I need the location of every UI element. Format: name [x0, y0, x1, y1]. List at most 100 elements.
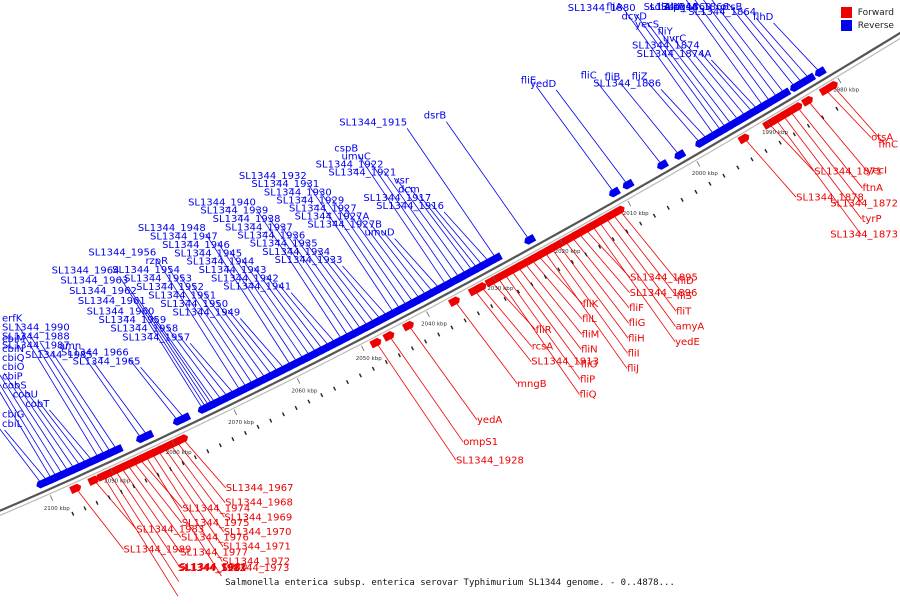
reverse-gene-label: cobU	[13, 390, 38, 401]
reverse-gene-label: SL1344_1947	[150, 231, 218, 242]
forward-gene-leader	[454, 300, 518, 385]
reverse-gene-label: cobS	[2, 381, 26, 392]
minor-tick	[307, 399, 311, 404]
reverse-gene-leader	[215, 301, 273, 376]
minor-tick	[764, 148, 768, 154]
reverse-gene-leader	[356, 214, 421, 300]
scale-tick-label: 1980 kbp	[833, 88, 859, 94]
reverse-gene-leader	[620, 82, 680, 156]
reverse-gene-label: SL1344_1949	[172, 307, 240, 318]
minor-tick	[384, 359, 388, 365]
reverse-gene-leader	[205, 233, 292, 367]
reverse-gene-label: cbiP	[2, 371, 23, 382]
reverse-gene-leader	[342, 265, 388, 317]
reverse-gene-leader	[711, 0, 785, 94]
minor-tick	[206, 449, 210, 454]
forward-gene-leader	[375, 342, 457, 461]
forward-gene-leader	[182, 438, 227, 489]
minor-tick	[736, 165, 740, 170]
reverse-gene-label: SL1344_1953	[124, 273, 192, 284]
forward-gene-label: SL1344_1982	[178, 563, 246, 574]
reverse-gene-leader	[37, 400, 87, 464]
scale-tick	[559, 239, 564, 245]
forward-gene-label: fliL	[582, 314, 597, 325]
reverse-gene-leader	[155, 258, 241, 392]
reverse-gene-arrow	[657, 159, 670, 170]
forward-gene-label: fliP	[580, 375, 595, 386]
scale-tick	[696, 161, 701, 167]
minor-tick	[333, 386, 337, 391]
minor-tick	[821, 115, 825, 120]
reverse-gene-leader	[755, 17, 810, 80]
reverse-gene-label: SL1344_1965	[73, 356, 141, 367]
reverse-gene-leader	[253, 267, 317, 354]
reverse-gene-label: fliE	[521, 75, 536, 86]
reverse-gene-label: sdiA	[649, 2, 670, 13]
reverse-gene-label: cbiN	[2, 344, 24, 355]
forward-gene-label: SL1344_1974	[182, 503, 250, 514]
reverse-gene-leader	[51, 351, 118, 451]
reverse-gene-leader	[596, 81, 663, 166]
minor-tick	[598, 244, 602, 249]
reverse-gene-label: fliB	[604, 72, 620, 83]
minor-tick	[345, 379, 349, 385]
minor-tick	[694, 189, 698, 194]
reverse-gene-leader	[239, 318, 285, 370]
reverse-gene-arrow	[524, 233, 537, 245]
minor-tick	[218, 443, 222, 448]
reverse-gene-leader	[145, 306, 213, 405]
reverse-gene-label: SL1344_1874	[632, 41, 700, 52]
reverse-gene-leader	[318, 189, 401, 310]
scale-tick-label: 1990 kbp	[762, 130, 788, 136]
reverse-gene-label: SL1344_1940	[188, 197, 256, 208]
reverse-gene-label: fliC	[581, 71, 597, 82]
minor-tick	[269, 418, 273, 423]
genome-backbone	[0, 31, 900, 517]
reverse-gene-leader	[290, 292, 336, 344]
reverse-gene-leader	[658, 30, 732, 126]
forward-gene-leader	[474, 290, 532, 362]
forward-gene-label: otsA	[871, 133, 893, 144]
forward-gene-label: fliG	[629, 318, 646, 329]
forward-gene-leader	[510, 270, 581, 365]
reverse-gene-leader	[154, 317, 216, 404]
reverse-gene-label: SL1344_1960	[87, 306, 155, 317]
reverse-gene-label: SL1344_1886	[593, 78, 661, 89]
scale-tick	[233, 409, 238, 416]
reverse-gene-leader	[136, 296, 210, 407]
scale-tick	[296, 378, 301, 384]
scale-tick	[492, 275, 496, 282]
minor-tick	[680, 197, 684, 202]
minor-tick	[708, 181, 712, 186]
reverse-gene-label: SL1344_1931	[251, 179, 319, 190]
reverse-gene-leader	[304, 241, 369, 327]
forward-gene-leader	[524, 262, 582, 335]
reverse-gene-label: SL1344_1961	[78, 296, 146, 307]
gene-arrows	[36, 66, 838, 495]
reverse-gene-leader	[0, 383, 57, 478]
genome-caption: Salmonella enterica subsp. enterica sero…	[225, 578, 675, 588]
forward-gene-arrow	[69, 483, 82, 495]
scale-tick	[837, 77, 842, 84]
forward-gene-label: SL1344_1872	[830, 199, 898, 210]
minor-tick	[835, 106, 839, 111]
legend-forward-label: Forward	[857, 7, 894, 18]
minor-tick	[722, 173, 726, 178]
reverse-gene-label: uvrC	[663, 34, 686, 45]
reverse-gene-leader	[703, 0, 778, 99]
reverse-gene-label: SL1344_1964	[52, 265, 120, 276]
reverse-gene-label: cspB	[334, 144, 358, 155]
reverse-gene-arrow	[790, 81, 802, 92]
minor-tick	[792, 132, 796, 137]
forward-gene-label: SL1344_1896	[630, 288, 698, 299]
reverse-gene-leader	[621, 6, 715, 136]
reverse-gene-label: umuC	[341, 152, 370, 163]
forward-gene-label: fliK	[583, 299, 599, 310]
reverse-gene-label: SL1344_1916	[376, 201, 444, 212]
forward-gene-leader	[517, 266, 582, 350]
forward-gene-label: SL1344_1895	[630, 273, 698, 284]
forward-gene-label: SL1344_1972	[222, 556, 290, 567]
reverse-gene-arrow	[695, 137, 708, 148]
scale-tick-label: 2070 kbp	[228, 420, 254, 426]
reverse-gene-leader	[167, 266, 248, 389]
